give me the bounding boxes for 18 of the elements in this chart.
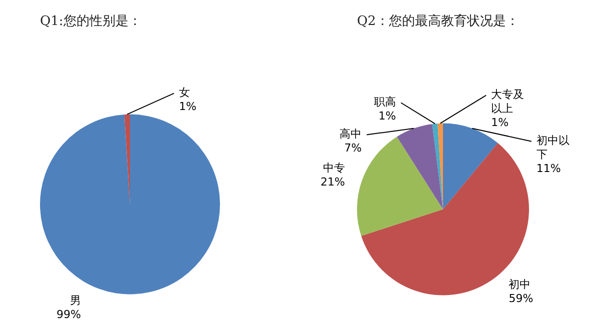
slice-label: 中专 (322, 161, 345, 174)
data-label: 1% (378, 110, 396, 123)
data-label: 11% (536, 162, 561, 176)
chart-title: Q1:您的性别是： (40, 14, 142, 30)
chart-title: Q2：您的最高教育状况是： (357, 13, 519, 30)
data-label: 1% (179, 100, 196, 114)
slice-label: 女 (179, 86, 190, 100)
slice-label: 高中 (340, 128, 362, 141)
slice-label: 职高 (374, 96, 396, 109)
data-label: 21% (320, 175, 345, 188)
slice-label: 初中 (508, 278, 531, 291)
slice-label: 初中以下 (536, 134, 570, 162)
data-label: 1% (491, 116, 509, 130)
data-label: 59% (508, 292, 534, 305)
slice-label: 大专及以上 (491, 88, 524, 116)
data-label: 99% (56, 308, 81, 322)
data-label: 7% (344, 142, 362, 155)
slice-label: 男 (70, 294, 81, 308)
